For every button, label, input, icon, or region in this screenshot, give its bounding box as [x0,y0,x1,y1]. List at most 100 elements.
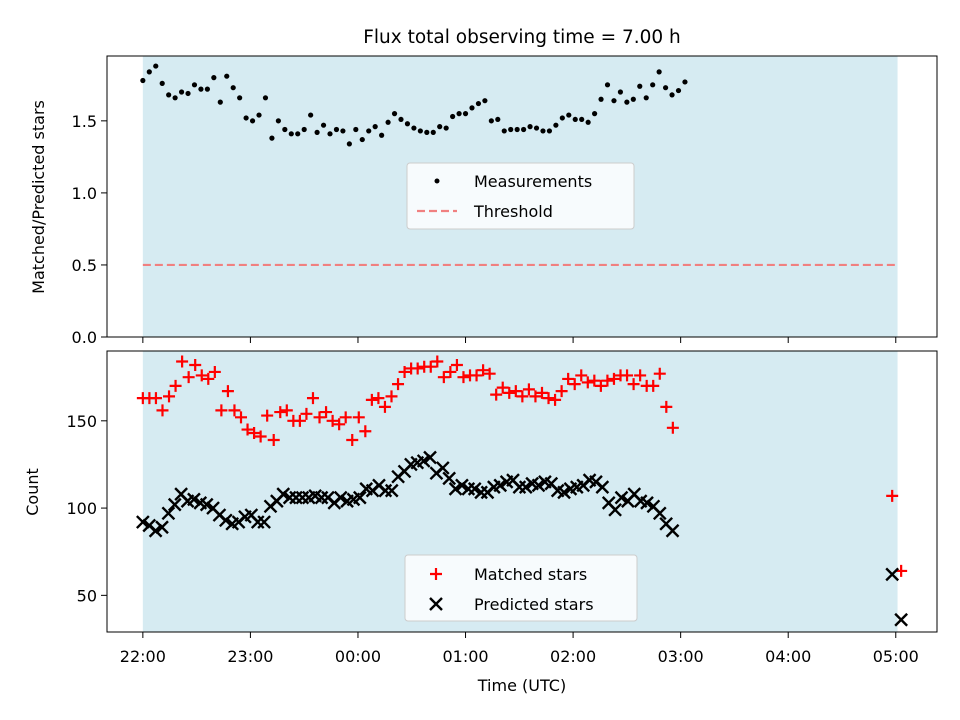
legend-marker-predicted [429,597,443,611]
matched-star-point [490,388,503,401]
measurement-point [553,122,559,128]
measurement-point [249,118,256,124]
matched-star-point [575,369,588,382]
measurement-point [592,111,598,117]
matched-star-point [653,367,666,380]
measurement-point [353,126,359,133]
top-y-ticks: 0.0 0.5 1.0 1.5 [72,112,107,347]
measurement-point [488,118,494,124]
predicted-star-point [467,482,482,496]
y-tick-label: 1.5 [72,112,97,131]
matched-star-point [326,414,339,427]
x-axis-label: Time (UTC) [477,676,566,695]
predicted-star-point [652,506,667,521]
predicted-star-point [435,461,450,475]
matched-star-point [477,364,490,377]
x-tick-label: 02:00 [550,647,596,666]
predicted-star-point [885,567,900,582]
bottom-y-axis-label: Count [23,468,42,516]
matched-star-point [666,421,679,434]
predicted-star-point [531,478,546,493]
measurement-point [211,75,217,81]
legend-label-threshold: Threshold [473,202,553,221]
predicted-star-point [148,523,163,538]
top-legend: Measurements Threshold [406,162,635,230]
matched-star-point [241,423,254,436]
measurement-point [217,99,223,105]
measurement-point [224,73,230,79]
measurement-point [282,126,288,133]
predicted-star-point [423,450,437,465]
predicted-star-point [608,502,622,517]
matched-star-point [555,385,568,398]
matched-star-point [549,393,562,406]
predicted-star-point [276,487,291,501]
measurement-point [166,92,172,98]
measurement-point [662,85,669,91]
measurement-point [675,87,682,94]
measurement-point [172,95,178,101]
matched-star-point [444,365,457,378]
measurement-point [288,131,294,137]
measurement-point [450,113,456,120]
predicted-star-point [155,520,169,535]
predicted-star-point [384,483,399,498]
measurement-point [533,125,540,131]
measurement-point [366,128,372,134]
measurement-point [230,85,236,91]
matched-star-point [149,392,162,405]
matched-star-point [621,369,634,382]
measurement-point [275,118,281,124]
predicted-star-point [199,497,214,512]
matched-star-point [254,430,267,443]
matched-star-point [568,378,581,391]
matched-star-point [594,379,607,392]
measurement-point [191,82,198,88]
matched-star-point [228,404,241,417]
top-x-ticks [142,337,897,343]
matched-star-point [169,379,182,392]
matched-star-point [293,414,306,427]
matched-star-point [509,385,522,398]
measurement-point [598,96,604,102]
predicted-star-point [442,471,457,486]
measurement-point [624,99,630,105]
measurement-point [295,131,301,137]
measurement-point [314,129,320,135]
bottom-panel: 50 100 150 22:00 23:00 00:00 01:00 02:00 03:00 0… [23,350,938,695]
measurement-point [359,136,365,143]
top-panel: Flux total observing time = 7.00 h 0.00.… [29,27,938,347]
measurement-point [159,80,165,86]
measurement-point [637,83,643,89]
matched-star-point [208,365,221,378]
predicted-star-point [448,482,463,496]
matched-star-point [346,434,359,447]
x-tick-label: 05:00 [873,647,919,666]
matched-star-point [261,409,274,422]
matched-star-point [522,383,535,396]
measurement-point [559,115,565,121]
predicted-star-point [167,497,182,512]
measurement-point [243,115,249,121]
top-y-axis-label: Matched/Predicted stars [29,100,48,294]
matched-star-point [660,400,673,413]
measurement-point [643,95,649,101]
matched-star-point [378,400,391,413]
measurement-point [501,128,507,134]
predicted-stars-points [136,450,908,627]
measurement-point [650,82,656,88]
measurement-point [469,105,475,111]
y-tick-label: 0.0 [72,328,97,347]
measurement-point [585,119,591,125]
measurement-point [146,69,152,75]
measurement-point [540,128,546,134]
predicted-star-point [595,480,610,494]
measurement-point [617,89,624,95]
legend-label-measurements: Measurements [474,172,592,191]
matched-star-point [470,369,483,382]
matched-star-point [516,390,529,403]
x-tick-label: 22:00 [120,647,166,666]
bottom-legend-box [404,554,638,622]
bottom-x-ticks: 22:00 23:00 00:00 01:00 02:00 03:00 04:00 05:00 [120,632,919,666]
measurement-point [546,128,553,134]
